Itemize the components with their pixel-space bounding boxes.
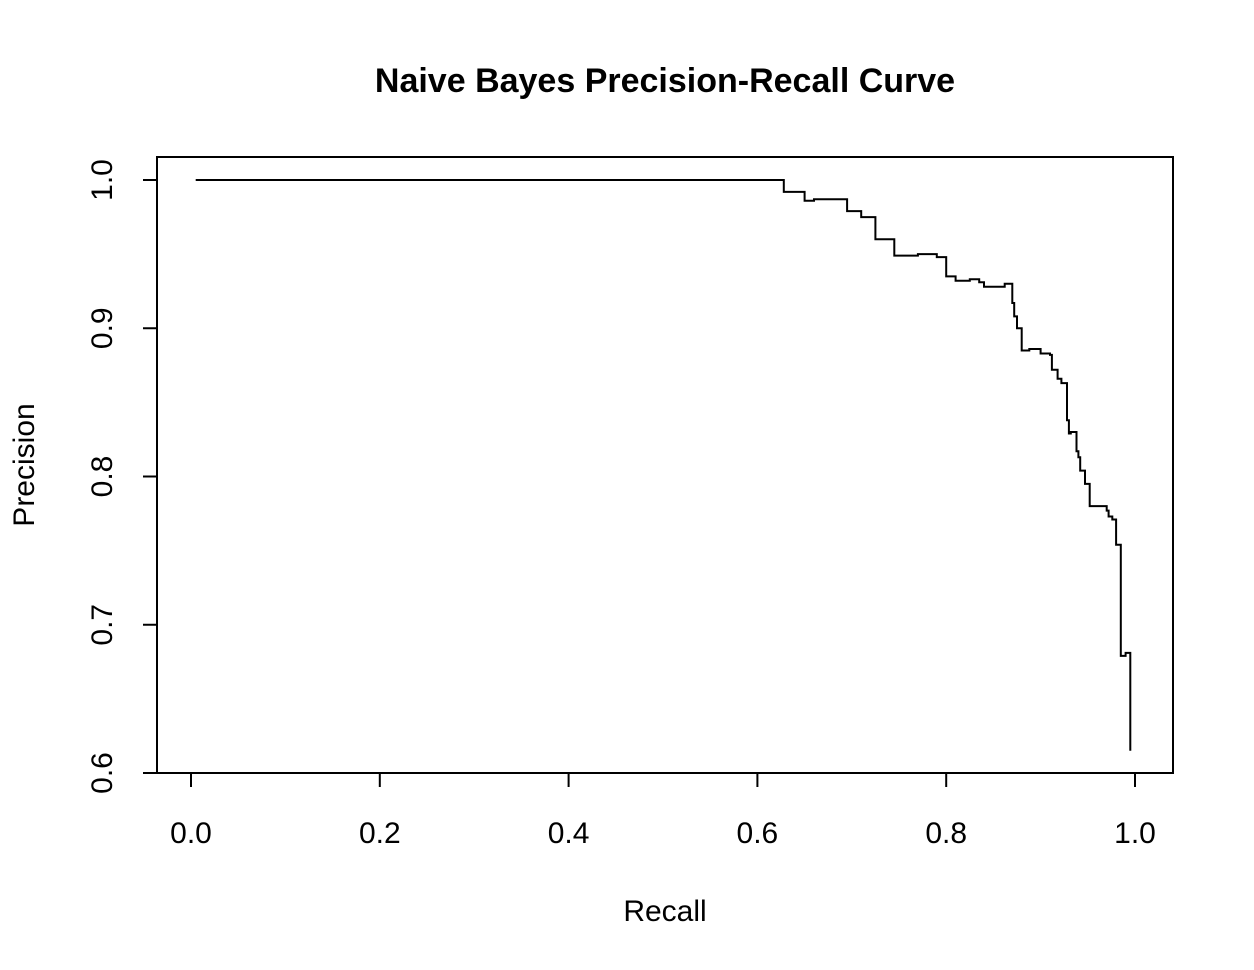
y-axis: 0.6 0.7 0.8 0.9 1.0 <box>86 159 158 794</box>
x-axis-label: Recall <box>623 895 706 928</box>
x-tick-label: 0.4 <box>548 817 590 850</box>
y-tick-label: 0.6 <box>86 752 119 794</box>
y-tick-label: 0.9 <box>86 307 119 349</box>
x-axis: 0.0 0.2 0.4 0.6 0.8 1.0 <box>170 772 1156 850</box>
x-tick-label: 0.8 <box>925 817 967 850</box>
y-tick-label: 0.7 <box>86 604 119 646</box>
precision-recall-curve <box>195 179 1132 751</box>
y-axis-label: Precision <box>8 403 41 526</box>
x-tick-label: 0.2 <box>359 817 401 850</box>
x-tick-label: 1.0 <box>1114 817 1156 850</box>
x-tick-label: 0.0 <box>170 817 212 850</box>
y-tick-label: 0.8 <box>86 456 119 498</box>
plot-frame <box>156 156 1174 774</box>
y-tick-label: 1.0 <box>86 159 119 201</box>
x-tick-label: 0.6 <box>737 817 779 850</box>
chart-title: Naive Bayes Precision-Recall Curve <box>375 62 955 100</box>
